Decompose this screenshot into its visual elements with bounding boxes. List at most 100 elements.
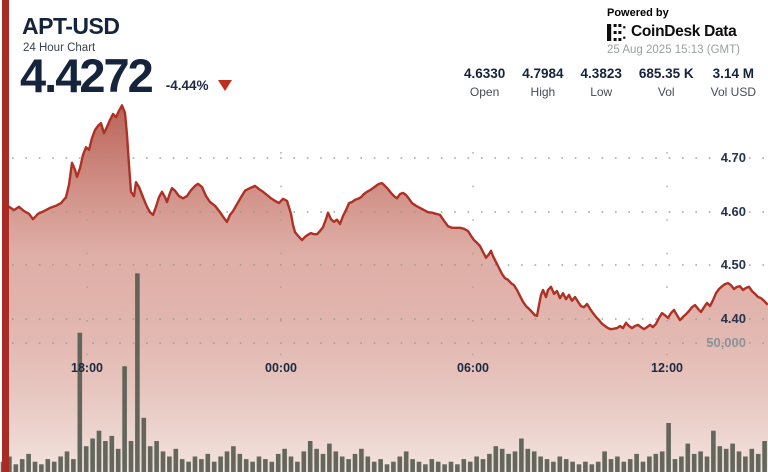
- stat-label: Open: [469, 85, 500, 99]
- price-row: 4.4272 -4.44%: [20, 52, 232, 99]
- volume-bar: [685, 443, 691, 472]
- volume-bar: [659, 451, 665, 472]
- volume-bar: [416, 461, 422, 472]
- volume-bar: [147, 446, 153, 472]
- volume-bar: [307, 441, 313, 472]
- volume-bar: [135, 273, 140, 472]
- stat-value: 685.35 K: [638, 66, 694, 81]
- volume-bar: [755, 453, 761, 472]
- volume-bar: [487, 453, 492, 472]
- volume-bar: [499, 448, 505, 472]
- volume-bar: [442, 464, 447, 472]
- y-axis-price-label: 4.60: [720, 204, 746, 219]
- volume-bar: [7, 456, 12, 472]
- volume-bar: [384, 464, 390, 472]
- volume-bar: [455, 464, 460, 472]
- volume-bar: [563, 459, 569, 472]
- volume-bar: [640, 461, 646, 472]
- volume-bar: [365, 456, 371, 472]
- x-axis-time-label: 06:00: [457, 361, 489, 375]
- volume-bar: [128, 441, 134, 472]
- volume-bar: [320, 453, 326, 472]
- volume-bar: [256, 456, 262, 472]
- volume-bar: [730, 443, 735, 472]
- volume-bar: [397, 456, 403, 472]
- stat-vol-usd: 3.14 M Vol USD: [711, 66, 756, 99]
- volume-bar: [589, 464, 595, 472]
- brand-name: CoinDesk Data: [631, 23, 737, 40]
- volume-bar: [378, 459, 383, 472]
- stat-label: Vol USD: [710, 85, 756, 99]
- volume-bar: [691, 453, 697, 472]
- volume-bar: [96, 430, 102, 472]
- volume-bar: [608, 459, 614, 472]
- y-axis-price-label: 4.40: [720, 311, 746, 326]
- stat-label: Vol: [657, 85, 675, 99]
- last-price: 4.4272: [20, 49, 154, 102]
- stat-value: 3.14 M: [712, 66, 754, 81]
- powered-by-label: Powered by: [607, 7, 669, 19]
- volume-bar: [167, 456, 172, 472]
- volume-bar: [403, 451, 409, 472]
- volume-bar: [282, 448, 287, 472]
- price-area-fill: [9, 105, 768, 472]
- volume-bar: [474, 456, 479, 472]
- volume-bar: [749, 448, 755, 472]
- volume-bar: [339, 456, 345, 472]
- coindesk-logo-icon: [607, 23, 626, 41]
- stat-low: 4.3823 Low: [581, 66, 622, 99]
- volume-bar: [288, 456, 294, 472]
- volume-bar: [525, 448, 531, 472]
- volume-bar: [13, 464, 19, 472]
- volume-bar: [186, 461, 191, 472]
- volume-bar: [115, 448, 121, 472]
- stat-value: 4.6330: [463, 66, 506, 81]
- volume-bar: [519, 438, 524, 472]
- x-axis-time-label: 18:00: [71, 361, 103, 375]
- volume-bar: [391, 461, 396, 472]
- price-change-percent: -4.44%: [165, 78, 209, 93]
- volume-bar: [243, 459, 249, 472]
- volume-bar: [467, 461, 473, 472]
- volume-bar: [429, 459, 435, 472]
- volume-bar: [19, 459, 25, 472]
- volume-bar: [743, 456, 748, 472]
- left-accent-bar: [2, 0, 9, 472]
- volume-bar: [83, 446, 89, 472]
- volume-bar: [647, 456, 652, 472]
- volume-bar: [77, 332, 83, 472]
- volume-bar: [71, 459, 76, 472]
- volume-bar: [224, 451, 230, 472]
- volume-bar: [615, 456, 620, 472]
- volume-bar: [480, 459, 486, 472]
- volume-bar: [301, 451, 307, 472]
- volume-bar: [435, 461, 441, 472]
- volume-bar: [141, 417, 147, 472]
- volume-bar: [634, 453, 639, 472]
- volume-bar: [327, 443, 332, 472]
- volume-bar: [192, 456, 198, 472]
- volume-bar: [698, 451, 703, 472]
- x-axis-time-label: 00:00: [265, 361, 297, 375]
- volume-bar: [109, 435, 115, 472]
- volume-bar: [544, 459, 550, 472]
- volume-bar: [26, 453, 31, 472]
- stat-vol: 685.35 K Vol: [639, 66, 694, 99]
- volume-bar: [679, 456, 684, 472]
- volume-bar: [179, 459, 185, 472]
- volume-bar: [653, 453, 659, 472]
- volume-bar: [448, 461, 454, 472]
- volume-bar: [672, 459, 678, 472]
- volume-bar: [512, 451, 518, 472]
- volume-bar: [64, 451, 70, 472]
- volume-bar: [666, 423, 671, 472]
- volume-bar: [39, 464, 44, 472]
- volume-bar: [506, 453, 511, 472]
- y-axis-volume-label: 50,000: [706, 335, 746, 350]
- volume-bar: [122, 366, 127, 472]
- volume-bar: [231, 446, 236, 472]
- y-axis-price-label: 4.50: [720, 257, 746, 272]
- volume-bar: [32, 461, 38, 472]
- volume-bar: [275, 453, 281, 472]
- volume-bar: [723, 448, 729, 472]
